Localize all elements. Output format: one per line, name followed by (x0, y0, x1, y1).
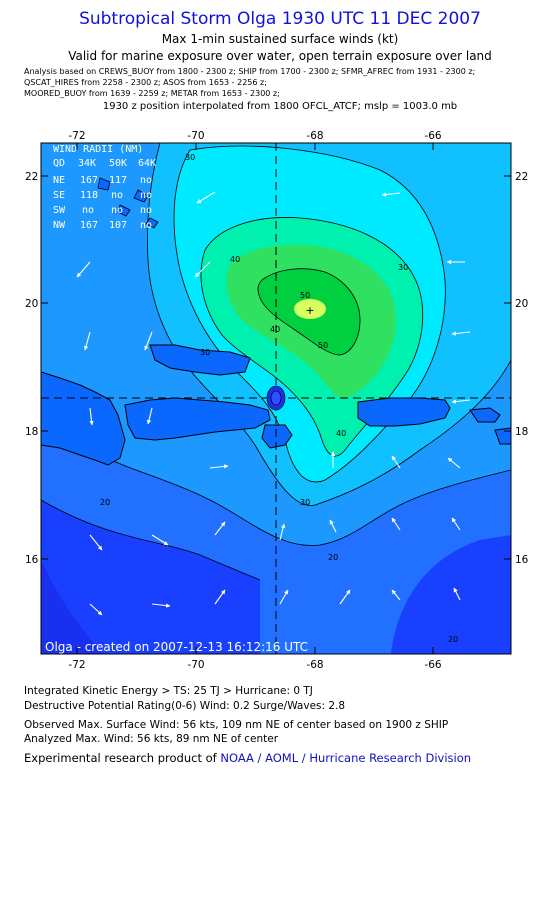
wind-radii-heading: WIND RADII (NM) (53, 144, 143, 155)
contour-label: 20 (100, 498, 110, 507)
hispaniola-north (149, 344, 251, 376)
contour-label: 30 (200, 348, 210, 357)
wind-field-plot: + 30 40 50 20 30 40 30 20 30 40 50 20 (41, 143, 511, 654)
wind-radii-row: QD (53, 158, 65, 169)
analysis-sources-line-2: QSCAT_HIRES from 2258 - 2300 z; ASOS fro… (24, 78, 267, 87)
svg-text:no: no (111, 190, 123, 201)
wind-radii-row: NW (53, 220, 66, 231)
lon-tick-label: -68 (306, 130, 323, 142)
contour-label: 40 (336, 429, 346, 438)
wind-radii-row: NE (53, 175, 65, 186)
lon-tick-label: -68 (306, 659, 323, 671)
lat-tick-label: 20 (515, 298, 528, 310)
map-subtitle: Max 1-min sustained surface winds (kt) (161, 32, 399, 46)
lon-tick-label: -66 (424, 130, 441, 142)
lat-tick-label: 22 (25, 171, 38, 183)
wind-band-lowest-sw (41, 560, 105, 654)
svg-text:no: no (140, 220, 152, 231)
wind-vectors (76, 191, 471, 616)
contour-label: 20 (328, 553, 338, 562)
svg-text:117: 117 (109, 175, 127, 186)
analysis-sources-line-3: MOORED_BUOY from 1639 - 2259 z; METAR fr… (24, 89, 280, 98)
land-masses (41, 344, 511, 466)
created-stamp: Olga - created on 2007-12-13 16:12:16 UT… (45, 640, 308, 654)
hispaniola-south (124, 397, 271, 441)
svg-text:167: 167 (80, 220, 98, 231)
hrd-link[interactable]: NOAA / AOML / Hurricane Research Divisio… (220, 751, 472, 765)
max-wind-marker: + (305, 304, 314, 317)
lon-tick-label: -72 (68, 130, 85, 142)
contour-label: 30 (300, 498, 310, 507)
svg-text:no: no (140, 205, 152, 216)
lat-tick-label: 18 (25, 426, 38, 438)
contour-label: 50 (300, 291, 310, 300)
contour-label: 30 (185, 153, 195, 162)
lat-tick-label: 20 (25, 298, 38, 310)
svg-text:167: 167 (80, 175, 98, 186)
lon-tick-label: -66 (424, 659, 441, 671)
island-east-1 (469, 407, 501, 423)
dpr-summary: Destructive Potential Rating(0-6) Wind: … (24, 700, 346, 712)
wind-band-low-sw (41, 500, 260, 654)
svg-text:no: no (140, 190, 152, 201)
lon-tick-label: -70 (187, 130, 204, 142)
island-east-2 (494, 427, 511, 445)
svg-text:no: no (111, 205, 123, 216)
bahamas (97, 177, 159, 229)
wind-radii-table: WIND RADII (NM) QD 34K 50K 64K NE 167 117 no S… (53, 144, 156, 231)
svg-text:50K: 50K (109, 158, 127, 169)
wind-band-low-se (390, 535, 511, 654)
contour-label: 40 (270, 325, 280, 334)
svg-text:no: no (140, 175, 152, 186)
contour-label: 40 (230, 255, 240, 264)
lon-tick-label: -72 (68, 659, 85, 671)
lat-tick-label: 18 (515, 426, 528, 438)
lon-tick-label: -70 (187, 659, 204, 671)
lon-labels: -72 -70 -68 -66 -72 -70 -68 -66 (68, 130, 441, 671)
contour-label: 30 (398, 263, 408, 272)
map-validity-note: Valid for marine exposure over water, op… (68, 49, 492, 63)
svg-text:no: no (82, 205, 94, 216)
analyzed-max-wind: Analyzed Max. Wind: 56 kts, 89 nm NE of … (24, 733, 279, 745)
lat-labels: 22 20 18 16 22 20 18 16 (25, 171, 529, 566)
contour-labels: 30 40 50 20 30 40 30 20 30 40 50 20 (100, 153, 458, 644)
plot-frame (40, 142, 512, 655)
svg-text:118: 118 (80, 190, 98, 201)
lat-tick-label: 22 (515, 171, 528, 183)
wind-radii-row: SE (53, 190, 65, 201)
analysis-sources-line-1: Analysis based on CREWS_BUOY from 1800 -… (24, 67, 476, 76)
wind-field-map: + 30 40 50 20 30 40 30 20 30 40 50 20 (25, 130, 529, 671)
cuba-haiti-west (41, 371, 126, 466)
product-credit-prefix: Experimental research product of (24, 751, 221, 765)
lat-tick-label: 16 (25, 554, 39, 566)
ike-summary: Integrated Kinetic Energy > TS: 25 TJ > … (24, 685, 313, 697)
wind-band-55 (294, 299, 326, 319)
island-small (261, 424, 293, 449)
observed-max-wind: Observed Max. Surface Wind: 56 kts, 109 … (24, 719, 449, 731)
svg-text:64K: 64K (138, 158, 156, 169)
position-note: 1930 z position interpolated from 1800 O… (102, 101, 458, 112)
product-credit: Experimental research product of NOAA / … (24, 751, 471, 765)
map-title: Subtropical Storm Olga 1930 UTC 11 DEC 2… (79, 9, 481, 29)
svg-text:107: 107 (109, 220, 127, 231)
svg-text:34K: 34K (78, 158, 96, 169)
wind-radii-row: SW (53, 205, 66, 216)
contour-label: 20 (448, 635, 458, 644)
axis-ticks (41, 143, 511, 654)
lat-tick-label: 16 (515, 554, 529, 566)
contour-label: 50 (318, 341, 328, 350)
